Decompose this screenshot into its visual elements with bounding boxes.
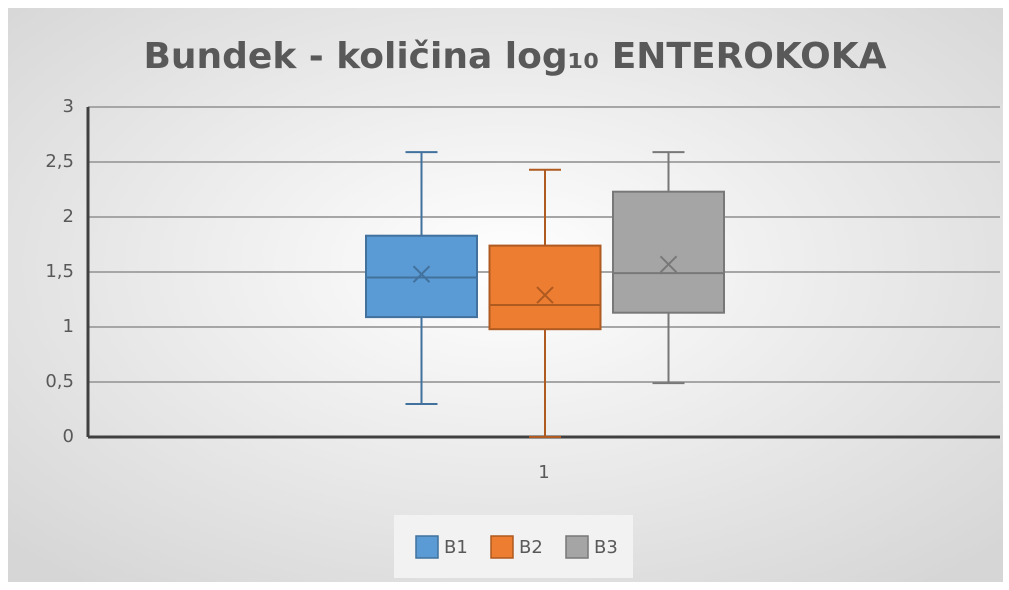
box (612, 190, 725, 314)
x-tick-label: 1 (538, 462, 549, 483)
y-tick-label: 2 (63, 206, 74, 227)
box (488, 244, 602, 331)
legend-swatch (565, 535, 589, 559)
legend-swatch (415, 535, 439, 559)
mean-marker (659, 255, 678, 274)
y-tick-label: 1,5 (45, 261, 74, 282)
mean-marker (536, 286, 554, 304)
legend-label: B3 (594, 537, 618, 558)
y-tick-label: 0,5 (45, 371, 74, 392)
legend-swatch (490, 535, 514, 559)
y-tick-label: 2,5 (45, 151, 74, 172)
box (365, 234, 478, 319)
legend-label: B1 (444, 537, 468, 558)
y-tick-label: 0 (63, 426, 74, 447)
legend-label: B2 (519, 537, 543, 558)
chart-title: Bundek - količina log₁₀ ENTEROKOKA (143, 36, 886, 77)
mean-marker (412, 265, 431, 283)
y-tick-label: 1 (63, 316, 74, 337)
y-tick-label: 3 (63, 96, 74, 117)
